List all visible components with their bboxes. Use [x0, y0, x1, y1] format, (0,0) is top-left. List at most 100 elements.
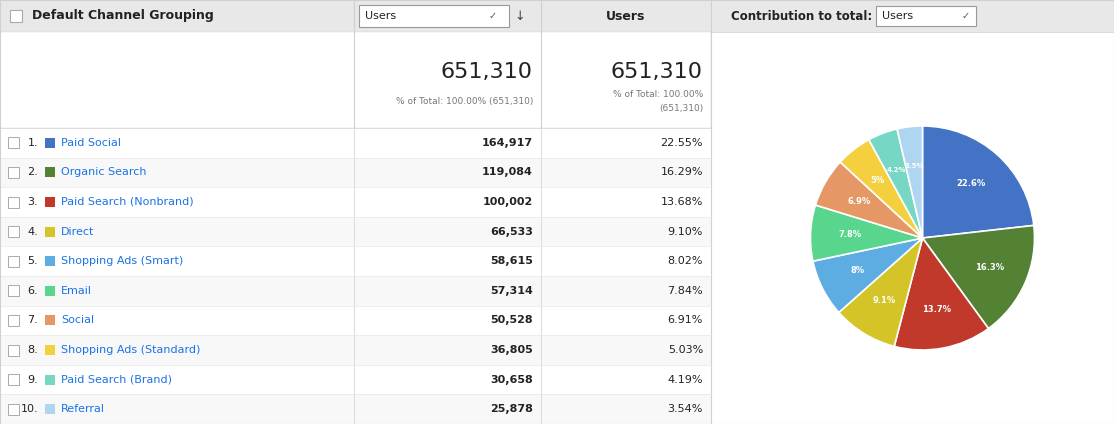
Text: 5.03%: 5.03% — [667, 345, 703, 355]
Text: 5%: 5% — [870, 176, 885, 185]
Text: 22.6%: 22.6% — [957, 179, 986, 188]
Text: 651,310: 651,310 — [441, 62, 532, 82]
Bar — [0, 158, 711, 187]
Text: Users: Users — [882, 11, 913, 21]
Wedge shape — [922, 126, 1034, 238]
Text: Users: Users — [365, 11, 397, 21]
Text: 4.: 4. — [27, 226, 38, 237]
Text: 25,878: 25,878 — [490, 404, 532, 414]
Text: Paid Search (Brand): Paid Search (Brand) — [61, 374, 172, 385]
Text: 2.: 2. — [27, 167, 38, 177]
Text: 3.: 3. — [28, 197, 38, 207]
Text: Referral: Referral — [61, 404, 105, 414]
Text: 8.02%: 8.02% — [667, 256, 703, 266]
Bar — [45, 226, 55, 237]
Bar — [8, 285, 19, 296]
Wedge shape — [811, 205, 922, 261]
Bar — [8, 137, 19, 148]
Wedge shape — [815, 162, 922, 238]
Text: 57,314: 57,314 — [490, 286, 532, 296]
Text: 7.8%: 7.8% — [838, 230, 861, 239]
Text: Contribution to total:: Contribution to total: — [731, 9, 872, 22]
Wedge shape — [839, 238, 922, 346]
Text: 36,805: 36,805 — [490, 345, 532, 355]
Bar — [45, 374, 55, 385]
Text: 30,658: 30,658 — [490, 374, 532, 385]
Text: 7.84%: 7.84% — [667, 286, 703, 296]
Bar — [8, 226, 19, 237]
Bar — [0, 187, 711, 217]
Text: ✓: ✓ — [489, 11, 497, 21]
Text: 7.: 7. — [27, 315, 38, 325]
Text: % of Total: 100.00%: % of Total: 100.00% — [613, 90, 703, 99]
Bar — [0, 0, 711, 424]
Text: 3.5%: 3.5% — [905, 163, 924, 169]
Bar — [711, 0, 1114, 424]
Text: Users: Users — [606, 9, 646, 22]
Wedge shape — [897, 126, 922, 238]
Text: % of Total: 100.00% (651,310): % of Total: 100.00% (651,310) — [395, 97, 532, 106]
Bar — [8, 315, 19, 326]
Wedge shape — [922, 226, 1035, 329]
Text: 164,917: 164,917 — [482, 138, 532, 148]
Text: 8%: 8% — [850, 266, 864, 275]
Text: 3.54%: 3.54% — [667, 404, 703, 414]
Text: Social: Social — [61, 315, 94, 325]
Wedge shape — [813, 238, 922, 312]
Text: Default Channel Grouping: Default Channel Grouping — [32, 9, 214, 22]
Text: 22.55%: 22.55% — [661, 138, 703, 148]
Text: 10.: 10. — [20, 404, 38, 414]
Text: 119,084: 119,084 — [482, 167, 532, 177]
Text: Direct: Direct — [61, 226, 95, 237]
Wedge shape — [869, 129, 922, 238]
Bar — [876, 6, 976, 26]
Bar — [45, 404, 55, 414]
Bar — [0, 306, 711, 335]
Text: Organic Search: Organic Search — [61, 167, 147, 177]
Bar — [0, 0, 1114, 32]
Bar — [0, 365, 711, 394]
Bar — [0, 394, 711, 424]
Text: 4.19%: 4.19% — [667, 374, 703, 385]
Bar — [8, 256, 19, 267]
Bar — [45, 197, 55, 207]
Bar — [45, 315, 55, 325]
Text: 100,002: 100,002 — [482, 197, 532, 207]
Bar — [8, 374, 19, 385]
Text: 9.1%: 9.1% — [873, 296, 896, 304]
Text: 1.: 1. — [28, 138, 38, 148]
Bar — [45, 286, 55, 296]
Text: (651,310): (651,310) — [658, 104, 703, 113]
Text: ✓: ✓ — [961, 11, 970, 21]
Text: 6.9%: 6.9% — [848, 197, 871, 206]
Text: 13.68%: 13.68% — [661, 197, 703, 207]
Text: 4.2%: 4.2% — [887, 167, 907, 173]
Text: ↓: ↓ — [514, 9, 525, 22]
Text: 9.: 9. — [27, 374, 38, 385]
Bar — [8, 167, 19, 178]
Bar — [0, 246, 711, 276]
Bar — [0, 32, 711, 128]
Text: 8.: 8. — [27, 345, 38, 355]
Bar — [8, 345, 19, 355]
Text: Email: Email — [61, 286, 92, 296]
Bar — [0, 276, 711, 306]
Text: Paid Social: Paid Social — [61, 138, 121, 148]
Text: Shopping Ads (Standard): Shopping Ads (Standard) — [61, 345, 201, 355]
Text: 13.7%: 13.7% — [921, 305, 950, 314]
Wedge shape — [840, 139, 922, 238]
Bar — [0, 217, 711, 246]
Text: 16.29%: 16.29% — [661, 167, 703, 177]
Wedge shape — [895, 238, 988, 350]
Text: 50,528: 50,528 — [490, 315, 532, 325]
Bar — [359, 5, 509, 27]
Bar — [8, 196, 19, 207]
Bar — [45, 256, 55, 266]
Bar — [10, 10, 22, 22]
Text: 5.: 5. — [28, 256, 38, 266]
Text: Shopping Ads (Smart): Shopping Ads (Smart) — [61, 256, 183, 266]
Text: 6.: 6. — [28, 286, 38, 296]
Bar — [0, 128, 711, 158]
Text: Paid Search (Nonbrand): Paid Search (Nonbrand) — [61, 197, 194, 207]
Bar — [45, 167, 55, 177]
